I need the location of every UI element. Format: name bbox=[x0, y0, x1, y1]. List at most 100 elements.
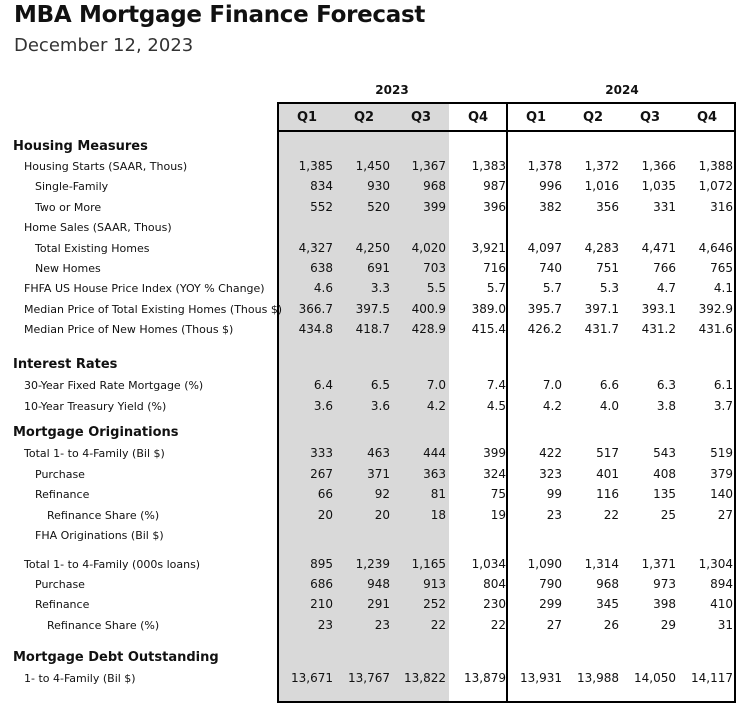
table-cell: 1,378 bbox=[527, 159, 562, 173]
table-cell: 6.4 bbox=[313, 378, 333, 392]
table-cell: 13,879 bbox=[464, 671, 506, 685]
row-label: Total 1- to 4-Family (Bil $) bbox=[24, 447, 165, 460]
table-cell: 3.7 bbox=[713, 399, 733, 413]
table-cell: 20 bbox=[317, 508, 333, 522]
quarter-header: Q1 bbox=[296, 110, 318, 125]
year-header: 2023 bbox=[375, 83, 409, 97]
table-cell: 7.0 bbox=[542, 378, 562, 392]
table-cell: 27 bbox=[717, 508, 733, 522]
quarter-header: Q2 bbox=[353, 110, 375, 125]
table-cell: 913 bbox=[423, 577, 446, 591]
table-cell: 4,283 bbox=[584, 241, 619, 255]
table-cell: 397.5 bbox=[355, 302, 390, 316]
row-label: Total 1- to 4-Family (000s loans) bbox=[24, 558, 201, 571]
table-cell: 1,371 bbox=[641, 557, 676, 571]
table-cell: 22 bbox=[430, 618, 446, 632]
table-cell: 703 bbox=[423, 261, 446, 275]
table-cell: 363 bbox=[423, 467, 446, 481]
table-cell: 13,671 bbox=[291, 671, 333, 685]
row-label: FHA Originations (Bil $) bbox=[35, 529, 164, 542]
table-cell: 4.2 bbox=[426, 399, 446, 413]
table-cell: 397.1 bbox=[584, 302, 619, 316]
table-cell: 834 bbox=[310, 179, 333, 193]
section-heading: Mortgage Debt Outstanding bbox=[13, 650, 219, 665]
table-cell: 252 bbox=[423, 597, 446, 611]
table-cell: 894 bbox=[710, 577, 733, 591]
table-cell: 716 bbox=[483, 261, 506, 275]
table-cell: 428.9 bbox=[411, 322, 446, 336]
table-cell: 29 bbox=[660, 618, 676, 632]
section-heading: Housing Measures bbox=[13, 139, 148, 154]
table-cell: 6.1 bbox=[713, 378, 733, 392]
table-cell: 968 bbox=[423, 179, 446, 193]
table-cell: 316 bbox=[710, 200, 733, 214]
table-cell: 398 bbox=[653, 597, 676, 611]
page-title: MBA Mortgage Finance Forecast bbox=[14, 2, 426, 28]
quarter-header: Q3 bbox=[639, 110, 661, 125]
table-cell: 13,931 bbox=[520, 671, 562, 685]
table-cell: 6.3 bbox=[656, 378, 676, 392]
table-cell: 356 bbox=[596, 200, 619, 214]
row-label: Total Existing Homes bbox=[35, 242, 150, 255]
table-cell: 230 bbox=[483, 597, 506, 611]
row-label: Refinance bbox=[35, 488, 90, 501]
table-cell: 27 bbox=[546, 618, 562, 632]
table-cell: 4.1 bbox=[713, 281, 733, 295]
table-right-rule bbox=[734, 102, 736, 703]
table-cell: 3.3 bbox=[370, 281, 390, 295]
table-cell: 1,388 bbox=[698, 159, 733, 173]
table-cell: 766 bbox=[653, 261, 676, 275]
table-cell: 1,450 bbox=[355, 159, 390, 173]
table-cell: 1,016 bbox=[584, 179, 619, 193]
table-cell: 401 bbox=[596, 467, 619, 481]
table-cell: 4.7 bbox=[656, 281, 676, 295]
table-cell: 422 bbox=[539, 446, 562, 460]
table-cell: 804 bbox=[483, 577, 506, 591]
table-cell: 7.4 bbox=[486, 378, 506, 392]
table-cell: 81 bbox=[430, 487, 446, 501]
row-label: New Homes bbox=[35, 262, 101, 275]
table-cell: 22 bbox=[490, 618, 506, 632]
row-label: 10-Year Treasury Yield (%) bbox=[24, 400, 167, 413]
table-cell: 3.8 bbox=[656, 399, 676, 413]
section-heading: Interest Rates bbox=[13, 357, 118, 372]
table-cell: 18 bbox=[430, 508, 446, 522]
table-cell: 4,646 bbox=[698, 241, 733, 255]
table-cell: 4,250 bbox=[355, 241, 390, 255]
table-cell: 13,822 bbox=[404, 671, 446, 685]
table-cell: 418.7 bbox=[355, 322, 390, 336]
row-label: FHFA US House Price Index (YOY % Change) bbox=[24, 282, 265, 295]
row-label: Refinance Share (%) bbox=[47, 619, 160, 632]
table-cell: 25 bbox=[660, 508, 676, 522]
quarter-header: Q4 bbox=[467, 110, 489, 125]
table-cell: 434.8 bbox=[298, 322, 333, 336]
table-cell: 6.6 bbox=[599, 378, 619, 392]
table-cell: 5.5 bbox=[426, 281, 446, 295]
table-cell: 379 bbox=[710, 467, 733, 481]
table-cell: 6.5 bbox=[370, 378, 390, 392]
year-header: 2024 bbox=[605, 83, 639, 97]
table-cell: 210 bbox=[310, 597, 333, 611]
table-cell: 519 bbox=[710, 446, 733, 460]
table-cell: 26 bbox=[603, 618, 619, 632]
table-cell: 463 bbox=[367, 446, 390, 460]
table-cell: 543 bbox=[653, 446, 676, 460]
table-cell: 92 bbox=[374, 487, 390, 501]
table-cell: 1,383 bbox=[471, 159, 506, 173]
table-cell: 1,165 bbox=[411, 557, 446, 571]
row-label: Home Sales (SAAR, Thous) bbox=[24, 221, 172, 234]
table-cell: 323 bbox=[539, 467, 562, 481]
table-cell: 790 bbox=[539, 577, 562, 591]
table-cell: 3,921 bbox=[471, 241, 506, 255]
row-label: Housing Starts (SAAR, Thous) bbox=[24, 160, 188, 173]
table-cell: 1,072 bbox=[698, 179, 733, 193]
table-cell: 99 bbox=[546, 487, 562, 501]
table-cell: 895 bbox=[310, 557, 333, 571]
table-cell: 1,239 bbox=[355, 557, 390, 571]
row-label: Two or More bbox=[35, 201, 102, 214]
table-cell: 116 bbox=[596, 487, 619, 501]
table-cell: 66 bbox=[317, 487, 333, 501]
table-cell: 389.0 bbox=[471, 302, 506, 316]
row-label: Median Price of Total Existing Homes (Th… bbox=[24, 303, 283, 316]
table-cell: 345 bbox=[596, 597, 619, 611]
